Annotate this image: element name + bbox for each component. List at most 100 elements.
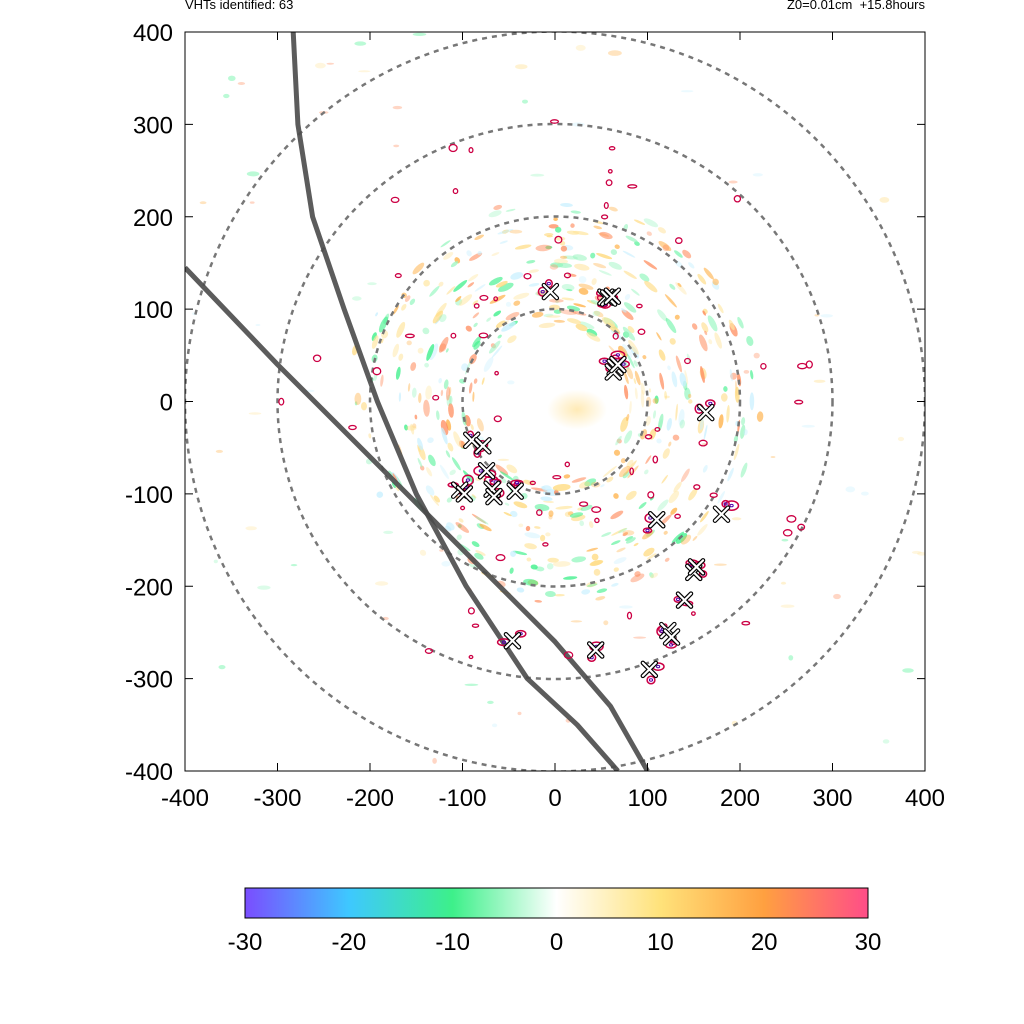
field-speckle — [730, 372, 738, 380]
field-speckle — [439, 464, 449, 480]
x-tick-label: 200 — [720, 785, 760, 812]
field-speckle — [448, 403, 454, 418]
field-speckle — [493, 204, 503, 210]
field-speckle — [546, 315, 561, 318]
field-speckle — [459, 378, 466, 384]
field-speckle — [620, 308, 627, 313]
field-speckle — [406, 425, 417, 431]
field-speckle — [677, 282, 682, 288]
contour-loop — [684, 357, 691, 365]
field-speckle — [666, 418, 672, 431]
field-speckle — [495, 280, 508, 288]
contour-loop — [348, 424, 357, 431]
run-info-label: Z0=0.01cm +15.8hours — [786, 0, 925, 12]
field-speckle — [473, 322, 478, 328]
field-speckle — [602, 465, 617, 478]
contour-core — [729, 503, 734, 508]
y-tick-label: -200 — [125, 574, 173, 601]
field-speckle — [410, 423, 415, 435]
vht-marker-core — [504, 633, 521, 649]
contour-loop — [733, 195, 742, 203]
field-speckle — [627, 326, 635, 333]
contour-loop — [448, 143, 458, 153]
field-speckle — [654, 395, 659, 404]
contour-loop — [797, 523, 806, 531]
field-speckle — [378, 316, 389, 333]
field-speckle — [404, 295, 411, 302]
contour-loop — [605, 179, 613, 187]
field-speckle — [554, 593, 565, 597]
field-speckle — [474, 234, 485, 241]
field-speckle — [704, 330, 708, 336]
contour-core — [656, 664, 661, 669]
field-speckle — [714, 563, 727, 566]
field-speckle — [625, 537, 636, 544]
y-tick-label: -400 — [125, 759, 173, 786]
field-speckle — [555, 505, 573, 510]
field-speckle — [570, 210, 581, 214]
range-rings — [185, 32, 925, 771]
field-speckle — [213, 559, 218, 564]
field-speckle — [633, 542, 639, 547]
field-speckle — [630, 573, 645, 583]
field-speckle — [549, 264, 559, 270]
field-speckle — [578, 276, 587, 283]
field-speckle — [624, 384, 629, 400]
field-speckle — [615, 435, 622, 446]
field-speckle — [416, 444, 421, 453]
contour-loop — [450, 332, 457, 339]
field-speckle — [472, 391, 475, 402]
field-speckle — [553, 309, 562, 314]
vht-marker-core — [641, 661, 657, 677]
field-speckle — [673, 481, 682, 493]
y-tick-label: 0 — [160, 390, 173, 417]
field-speckle — [697, 273, 707, 285]
field-speckle — [504, 502, 510, 506]
field-speckle — [638, 502, 647, 509]
field-speckle — [410, 362, 417, 371]
field-speckle — [616, 438, 622, 444]
vht-marker-core — [610, 356, 626, 373]
field-speckle — [643, 547, 655, 557]
range-ring-200 — [368, 215, 742, 588]
field-speckle — [613, 567, 619, 572]
field-speckle — [473, 378, 478, 384]
field-speckle — [733, 443, 740, 461]
field-speckle — [879, 197, 890, 203]
field-speckle — [473, 340, 481, 350]
field-speckle — [505, 208, 516, 212]
contour-loop — [424, 648, 434, 654]
contour-loop — [468, 147, 474, 154]
contour-loop — [460, 505, 466, 511]
field-speckle — [495, 464, 509, 476]
field-speckle — [493, 310, 502, 317]
field-speckle — [513, 300, 521, 306]
contour-loop — [452, 188, 459, 195]
field-speckle — [644, 280, 658, 293]
field-speckle — [600, 484, 605, 488]
vht-marker-core — [698, 404, 714, 421]
field-speckle — [670, 507, 678, 515]
field-speckle — [474, 552, 484, 560]
field-speckle — [728, 180, 738, 184]
field-speckle — [707, 315, 718, 332]
field-speckle — [451, 457, 461, 471]
field-speckle — [499, 240, 508, 244]
field-speckle — [652, 398, 659, 404]
field-speckle — [611, 527, 627, 536]
field-speckle — [486, 317, 492, 322]
contour-loop — [674, 513, 681, 519]
contour-loop — [594, 517, 600, 524]
field-speckle — [658, 240, 672, 252]
contour-loop — [644, 434, 653, 440]
field-speckle — [700, 366, 705, 383]
field-speckle — [531, 311, 544, 318]
vht-marker-core — [542, 283, 558, 300]
field-speckle — [610, 540, 621, 546]
contour-loop — [478, 332, 489, 339]
field-speckle — [553, 319, 565, 323]
field-speckle — [589, 560, 604, 566]
field-speckle — [468, 274, 479, 282]
field-speckle — [684, 369, 689, 385]
field-speckle — [656, 438, 662, 444]
